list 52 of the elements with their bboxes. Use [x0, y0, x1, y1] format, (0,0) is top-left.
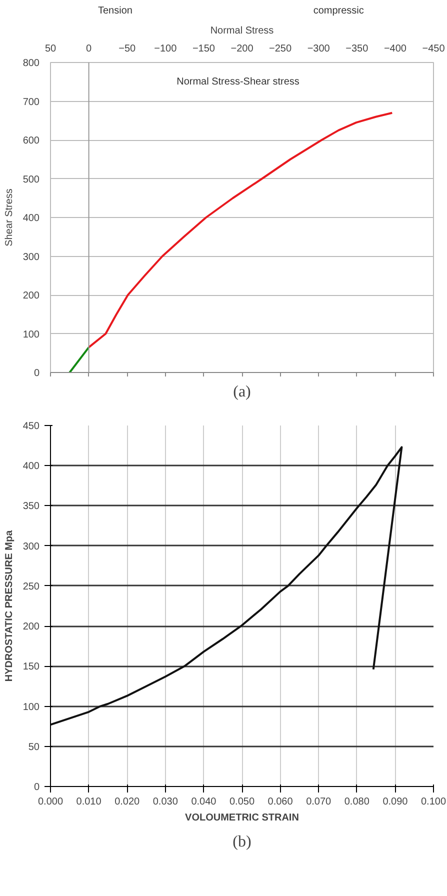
x-tick-label: −150	[192, 44, 216, 54]
text: (b)	[232, 834, 252, 850]
x-tick-label: 0.010	[76, 796, 102, 808]
x-tick-label: −300	[307, 44, 330, 54]
x-tick-label: −200	[230, 44, 254, 54]
line-series	[88, 112, 394, 348]
x-tick-label: 0.070	[306, 796, 332, 808]
y-tick-label: 50	[28, 742, 40, 753]
x-tick-label: 50	[44, 44, 56, 54]
y-tick-label: 100	[22, 329, 40, 340]
x-tick-label: −350	[346, 44, 369, 54]
line-series	[50, 446, 403, 726]
x-axis-title: VOLOUMETRIC STRAIN	[185, 812, 299, 824]
y-tick-label: 300	[22, 541, 40, 552]
x-tick-label: 0.000	[38, 796, 64, 808]
x-tick-label: −450	[422, 44, 446, 54]
y-tick-label: 100	[22, 702, 40, 713]
y-axis-title: HYDROSTATIC PRESSURE Mpa	[4, 530, 15, 682]
x-tick-label: 0.090	[382, 796, 408, 808]
text: compressic	[313, 6, 364, 16]
y-tick-label: 300	[22, 252, 40, 263]
y-tick-label: 200	[22, 290, 40, 302]
y-axis-title: Shear Stress	[4, 188, 15, 246]
y-tick-label: 450	[22, 421, 40, 432]
y-tick-label: 350	[22, 501, 40, 512]
x-tick-label: 0.040	[191, 796, 217, 808]
x-tick-label: 0.050	[229, 796, 255, 808]
text: (a)	[233, 384, 251, 400]
annotation: Normal Stress-Shear stress	[176, 76, 300, 88]
x-tick-label: −250	[269, 44, 292, 54]
y-tick-label: 400	[22, 213, 40, 224]
x-axis-title: Normal Stress	[210, 26, 274, 36]
x-tick-label: 0.060	[268, 796, 294, 808]
x-tick-label: −100	[154, 44, 178, 54]
y-tick-label: 0	[34, 368, 40, 379]
x-tick-label: 0.080	[344, 796, 370, 808]
x-tick-label: −400	[384, 44, 407, 54]
x-tick-label: 0.030	[152, 796, 178, 808]
x-tick-label: 0	[86, 44, 92, 54]
x-tick-label: 0.100	[420, 796, 446, 808]
y-tick-label: 400	[22, 461, 40, 472]
y-tick-label: 600	[22, 136, 40, 146]
y-tick-label: 500	[22, 174, 40, 186]
y-tick-label: 0	[34, 782, 40, 793]
y-tick-label: 150	[22, 662, 40, 673]
text: Tension	[98, 6, 132, 16]
x-tick-label: −50	[118, 44, 136, 54]
y-tick-label: 250	[22, 581, 40, 592]
x-tick-label: 0.020	[114, 796, 140, 808]
y-tick-label: 800	[22, 58, 40, 69]
y-tick-label: 200	[22, 622, 40, 633]
y-tick-label: 700	[22, 96, 40, 108]
